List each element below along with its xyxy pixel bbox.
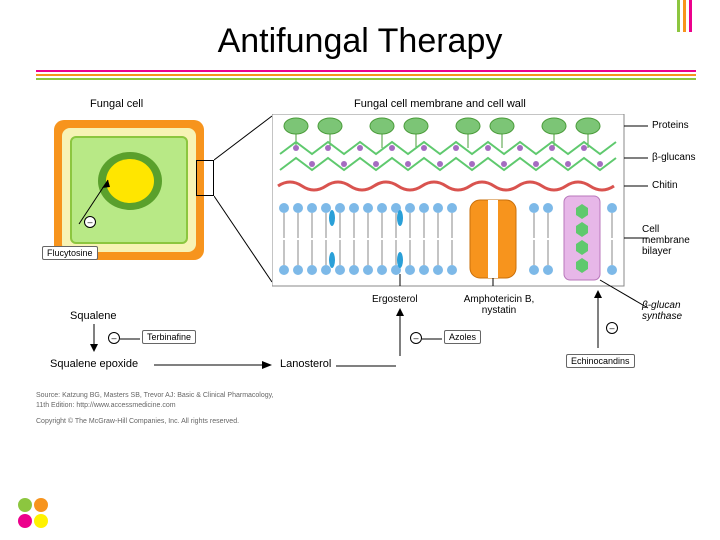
- amphotericin-label: Amphotericin B, nystatin: [454, 294, 544, 316]
- squalene-epoxide-label: Squalene epoxide: [50, 358, 138, 370]
- epoxide-right-arrow: [154, 358, 274, 372]
- zoom-box: [196, 160, 214, 196]
- proteins-label: Proteins: [652, 120, 689, 131]
- rule-1: [36, 70, 696, 72]
- fungal-cell-label: Fungal cell: [90, 98, 143, 110]
- lanosterol-right-line: [336, 362, 396, 370]
- rule-3: [36, 78, 696, 80]
- flucytosine-tag: Flucytosine: [42, 246, 98, 260]
- dot-orange: [34, 498, 48, 512]
- echinocandins-tag: Echinocandins: [566, 354, 635, 368]
- rule-2: [36, 74, 696, 76]
- dot-green: [18, 498, 32, 512]
- credit-line-1: Source: Katzung BG, Masters SB, Trevor A…: [36, 392, 274, 400]
- corner-dots: [18, 498, 48, 528]
- zoom-lines: [214, 114, 274, 284]
- ergosterol-label: Ergosterol: [372, 294, 418, 305]
- right-leader-lines: [272, 114, 682, 314]
- membrane-label: Fungal cell membrane and cell wall: [354, 98, 526, 110]
- inhibit-flucytosine-icon: –: [84, 216, 96, 228]
- inhibit-echinocandin-icon: –: [606, 322, 618, 334]
- credit-line-2: 11th Edition: http://www.accessmedicine.…: [36, 402, 176, 410]
- bilayer-label: Cell membrane bilayer: [642, 224, 702, 257]
- slide: Antifungal Therapy Fungal cell Fungal ce…: [0, 0, 720, 540]
- squalene-label: Squalene: [70, 310, 117, 322]
- dot-pink: [18, 514, 32, 528]
- terbinafine-tag: Terbinafine: [142, 330, 196, 344]
- echinocandin-up-arrow: [590, 290, 606, 350]
- chitin-label: Chitin: [652, 180, 678, 191]
- diagram: Fungal cell Fungal cell membrane and cel…: [36, 96, 684, 496]
- inhibit-azoles-icon: –: [410, 332, 422, 344]
- lanosterol-label: Lanosterol: [280, 358, 331, 370]
- terbinafine-line: [120, 336, 140, 342]
- squalene-down-arrow: [86, 324, 102, 354]
- dot-yellow: [34, 514, 48, 528]
- credit-line-3: Copyright © The McGraw-Hill Companies, I…: [36, 418, 239, 426]
- page-title: Antifungal Therapy: [0, 22, 720, 61]
- lanosterol-up-arrow: [392, 308, 408, 358]
- azoles-tag: Azoles: [444, 330, 481, 344]
- synthase-label: β-glucan synthase: [642, 300, 702, 322]
- glucans-label: β-glucans: [652, 152, 696, 163]
- azoles-line: [422, 336, 442, 342]
- inhibit-terbinafine-icon: –: [108, 332, 120, 344]
